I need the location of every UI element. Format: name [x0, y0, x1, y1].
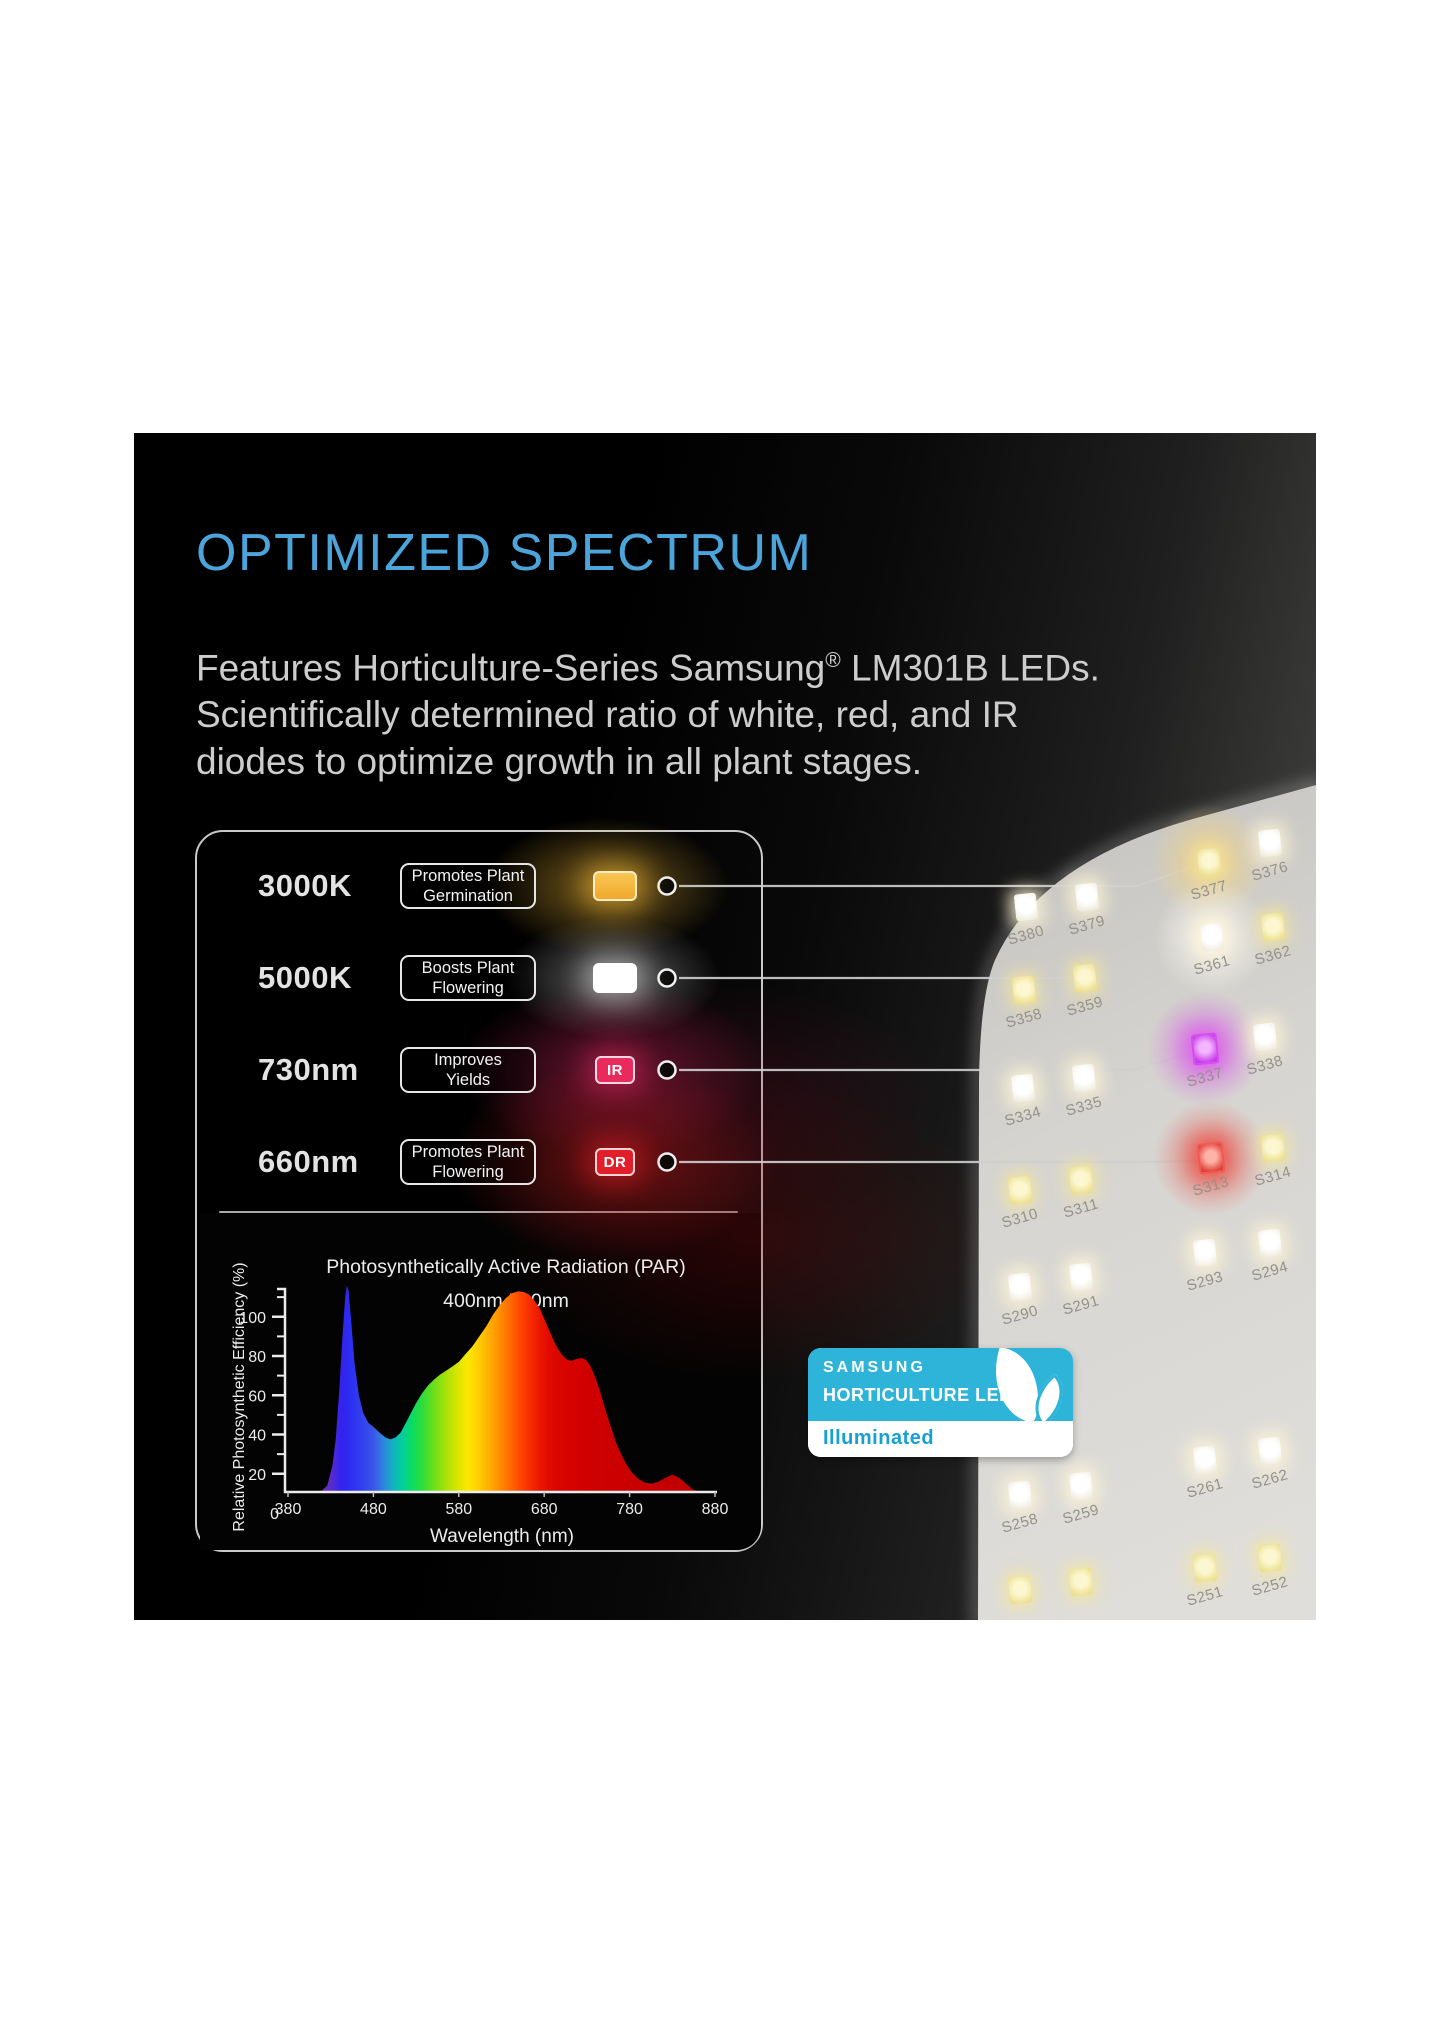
benefit-line1: Promotes Plant	[411, 1143, 525, 1161]
badge-product-name: HORTICULTURE LED	[823, 1385, 1013, 1405]
samsung-horticulture-badge: SAMSUNG HORTICULTURE LED Illuminated	[808, 1348, 1073, 1457]
benefit-line2: Yields	[445, 1071, 491, 1089]
intro-paragraph: Features Horticulture-Series Samsung® LM…	[196, 637, 1226, 785]
benefit-box: Boosts Plant Flowering	[400, 955, 536, 1001]
led-s335	[1071, 1063, 1097, 1093]
led-s358	[1011, 975, 1037, 1005]
benefit-line2: Flowering	[432, 1163, 504, 1181]
intro-line1-end: LM301B LEDs.	[840, 647, 1100, 689]
led-s362	[1260, 912, 1286, 942]
y-tick-label: 40	[248, 1428, 266, 1445]
y-tick-label: 60	[248, 1388, 266, 1405]
badge-bottom-section: Illuminated	[808, 1421, 1073, 1457]
spectrum-curve	[288, 1285, 715, 1492]
led-s291	[1068, 1262, 1094, 1292]
led-s311	[1068, 1165, 1094, 1195]
dr-led-swatch: DR	[595, 1148, 635, 1176]
warm-white-led-swatch	[593, 871, 637, 901]
x-tick-label: 380	[275, 1501, 302, 1518]
y-tick-label: 20	[248, 1467, 266, 1484]
wavelength-label: 660nm	[258, 1144, 359, 1179]
y-tick-label: 100	[239, 1310, 266, 1327]
led-s310	[1007, 1175, 1033, 1205]
led-s377	[1196, 847, 1222, 877]
led-s252	[1257, 1543, 1283, 1573]
led-s262	[1257, 1436, 1283, 1466]
led-s294	[1257, 1228, 1283, 1258]
benefit-box: Promotes Plant Germination	[400, 863, 536, 909]
led-unlabeled	[1007, 1575, 1033, 1605]
connector-ring	[657, 876, 677, 896]
led-s314	[1260, 1133, 1286, 1163]
benefit-box: Promotes Plant Flowering	[400, 1139, 536, 1185]
connector-ring	[657, 1152, 677, 1172]
benefit-line1: Boosts Plant	[421, 959, 515, 977]
connector-line	[679, 1159, 1201, 1164]
led-board-overlay	[657, 779, 1316, 1620]
kelvin-label: 5000K	[258, 960, 352, 995]
wavelength-label: 730nm	[258, 1052, 359, 1087]
benefit-box: Improves Yields	[400, 1047, 536, 1093]
led-s376	[1257, 828, 1283, 858]
ir-led-swatch: IR	[595, 1056, 635, 1084]
led-s293	[1192, 1238, 1218, 1268]
y-tick-label: 80	[248, 1349, 266, 1366]
benefit-line1: Promotes Plant	[411, 867, 525, 885]
led-s251	[1192, 1553, 1218, 1583]
cool-white-led-swatch	[593, 963, 637, 993]
par-spectrum-chart: Photosynthetically Active Radiation (PAR…	[231, 1256, 728, 1547]
page-title: OPTIMIZED SPECTRUM	[196, 524, 813, 582]
benefit-line2: Flowering	[432, 979, 504, 997]
intro-line2: Scientifically determined ratio of white…	[196, 694, 1019, 736]
chart-divider-line	[219, 1211, 738, 1213]
badge-top-section: SAMSUNG HORTICULTURE LED	[808, 1348, 1073, 1427]
led-s338	[1252, 1022, 1278, 1052]
connector-ring	[657, 1060, 677, 1080]
x-tick-label: 880	[702, 1501, 729, 1518]
led-s337	[1190, 1032, 1220, 1066]
chart-title: Photosynthetically Active Radiation (PAR…	[326, 1256, 685, 1278]
x-tick-label: 480	[360, 1501, 387, 1518]
x-axis-label: Wavelength (nm)	[430, 1526, 574, 1547]
benefit-line1: Improves	[434, 1051, 502, 1069]
badge-caption: Illuminated	[823, 1427, 935, 1449]
kelvin-label: 3000K	[258, 868, 352, 903]
led-s334	[1010, 1073, 1036, 1103]
led-s359	[1072, 963, 1098, 993]
x-tick-label: 680	[531, 1501, 558, 1518]
intro-line3: diodes to optimize growth in all plant s…	[196, 741, 923, 783]
samsung-logo: SAMSUNG	[823, 1359, 926, 1376]
registered-mark: ®	[825, 649, 841, 672]
led-s258	[1007, 1480, 1033, 1510]
y-axis-label: Relative Photosynthetic Efficiency (%)	[231, 1262, 248, 1531]
x-tick-label: 780	[616, 1501, 643, 1518]
chart-axes	[277, 1287, 717, 1494]
benefit-line2: Germination	[423, 887, 513, 905]
intro-line1: Features Horticulture-Series Samsung	[196, 647, 826, 689]
connector-ring	[657, 968, 677, 988]
spectrum-infographic-panel: OPTIMIZED SPECTRUM Features Horticulture…	[134, 433, 1316, 1620]
led-s313	[1196, 1141, 1226, 1175]
x-tick-label: 580	[445, 1501, 472, 1518]
led-s379	[1074, 882, 1100, 912]
led-s290	[1007, 1272, 1033, 1302]
led-unlabeled	[1068, 1567, 1094, 1597]
led-s380	[1013, 892, 1039, 922]
led-s259	[1068, 1471, 1094, 1501]
led-s261	[1192, 1445, 1218, 1475]
y-origin-label: 0	[270, 1506, 279, 1523]
led-s361	[1199, 922, 1225, 952]
